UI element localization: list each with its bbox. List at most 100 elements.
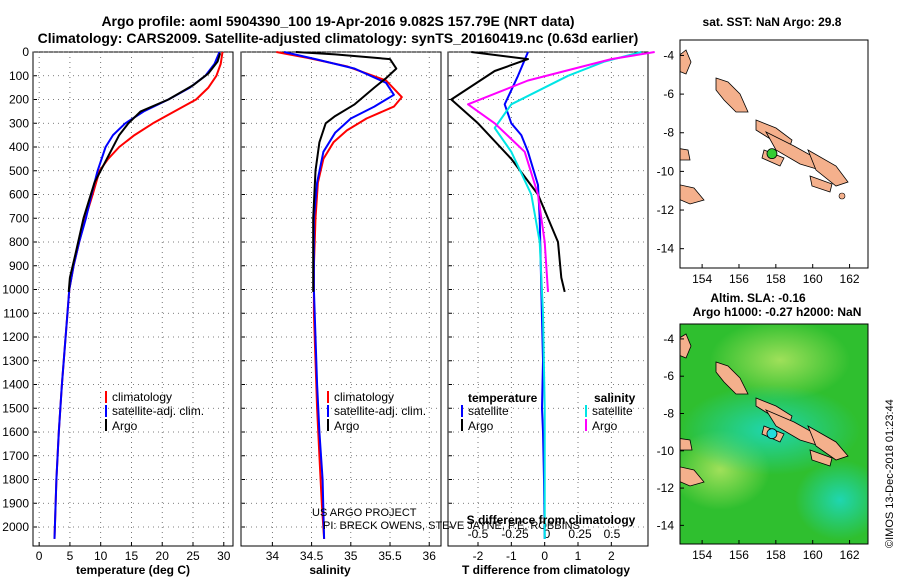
legend-argo: Argo xyxy=(334,419,360,433)
title-line-1: Argo profile: aoml 5904390_100 19-Apr-20… xyxy=(101,13,574,29)
lat-tick-label: -10 xyxy=(657,444,675,458)
legend-swatch-satellite xyxy=(327,405,329,417)
series-line-climatology xyxy=(53,51,224,539)
sla-map-frame xyxy=(679,323,869,545)
t-difference-x-axis: -2 -1 0 1 2 xyxy=(473,542,615,563)
lon-tick-label: 156 xyxy=(729,548,749,562)
salinity-lines xyxy=(276,51,403,539)
x-tick-label: 35 xyxy=(344,549,358,563)
depth-tick-label: 700 xyxy=(9,211,29,225)
depth-tick-label: 1000 xyxy=(2,283,29,297)
depth-tick-label: 1200 xyxy=(2,330,29,344)
series-line-argo xyxy=(67,52,222,292)
lat-tick-label: -14 xyxy=(657,242,675,256)
lon-tick-label: 160 xyxy=(803,272,823,286)
salinity-x-axis: 34 34.5 35 35.5 36 xyxy=(266,542,437,563)
difference-lines xyxy=(450,51,655,539)
x-tick-label: 25 xyxy=(186,549,200,563)
depth-tick-label: 800 xyxy=(9,235,29,249)
salinity-x-label: salinity xyxy=(309,563,351,577)
legend-temp-satellite: satellite xyxy=(468,404,509,418)
x-tick-label: 0 xyxy=(36,549,43,563)
x-tick-label: 10 xyxy=(94,549,108,563)
lon-tick-label: 154 xyxy=(692,272,712,286)
temperature-plot-frame xyxy=(32,51,234,547)
depth-tick-label: 1900 xyxy=(2,496,29,510)
s-difference-tick-label: 0.5 xyxy=(604,527,621,541)
legend-temp-argo: Argo xyxy=(468,419,494,433)
x-tick-label: 5 xyxy=(67,549,74,563)
island-png-tip xyxy=(680,148,691,161)
depth-tick-label: 300 xyxy=(9,116,29,130)
depth-axis: 0 100 200 300 400 500 600 700 800 900 1000 1100 1200… xyxy=(2,45,452,534)
island-makira xyxy=(838,192,846,200)
legend-satellite: satellite-adj. clim. xyxy=(334,404,426,418)
sla-map: Altim. SLA: -0.16 Argo h1000: -0.27 h200… xyxy=(657,291,869,562)
lat-tick-label: -12 xyxy=(657,203,675,217)
x-tick-label: 0 xyxy=(541,549,548,563)
sla-low-southeast xyxy=(795,460,868,540)
series-line-temperature-argo xyxy=(450,51,566,293)
lon-tick-label: 162 xyxy=(840,272,860,286)
lat-tick-label: -8 xyxy=(663,126,674,140)
sla-high-north xyxy=(710,324,850,400)
temperature-x-label: temperature (deg C) xyxy=(76,563,190,577)
sst-map: sat. SST: NaN Argo: 29.8 154 156 158 160 162… xyxy=(657,15,869,286)
temperature-grid xyxy=(33,51,233,546)
x-tick-label: 20 xyxy=(156,549,170,563)
salinity-grid xyxy=(241,51,441,546)
lat-tick-label: -12 xyxy=(657,481,675,495)
legend-swatch-sal-satellite xyxy=(585,405,587,417)
s-difference-tick-label: 0.25 xyxy=(568,527,592,541)
credit-line-1: US ARGO PROJECT xyxy=(312,507,417,519)
s-difference-tick-label: -0.5 xyxy=(468,527,489,541)
lon-tick-label: 160 xyxy=(803,548,823,562)
series-line-climatology xyxy=(276,51,403,539)
lat-tick-label: -6 xyxy=(663,87,674,101)
s-difference-label: S difference from climatology xyxy=(467,513,636,527)
sla-map-subtitle: Argo h1000: -0.27 h2000: NaN xyxy=(693,305,862,319)
depth-tick-label: 1600 xyxy=(2,425,29,439)
difference-legend: temperature satellite Argo salinity sate… xyxy=(461,391,636,433)
x-tick-label: 15 xyxy=(125,549,139,563)
island-malaita xyxy=(807,149,849,187)
depth-tick-label: 1100 xyxy=(3,306,29,320)
depth-tick-label: 1800 xyxy=(2,473,29,487)
island-new-ireland xyxy=(680,49,692,75)
island-new-ireland xyxy=(680,333,692,359)
series-line-satellite-adj-clim- xyxy=(283,51,395,539)
series-line-argo xyxy=(295,51,398,292)
x-tick-label: 34.5 xyxy=(300,549,324,563)
island-bougainville xyxy=(715,77,749,113)
legend-salinity-heading: salinity xyxy=(594,391,636,405)
temperature-lines xyxy=(53,51,224,539)
legend-swatch-argo xyxy=(327,419,329,431)
sst-map-frame xyxy=(679,39,869,269)
x-tick-label: -1 xyxy=(506,549,517,563)
depth-tick-label: 1300 xyxy=(2,354,29,368)
legend-sal-argo: Argo xyxy=(592,419,618,433)
x-tick-label: 30 xyxy=(217,549,231,563)
depth-tick-label: 2000 xyxy=(2,520,29,534)
depth-tick-label: 1500 xyxy=(2,401,29,415)
island-louisiade xyxy=(680,184,705,205)
s-difference-x-axis: -0.5 -0.25 0 0.25 0.5 xyxy=(468,527,621,541)
x-tick-label: 36 xyxy=(423,549,437,563)
argo-position-marker xyxy=(766,428,778,440)
legend-sal-satellite: satellite xyxy=(592,404,633,418)
island-png-tip xyxy=(680,438,693,451)
sst-map-title: sat. SST: NaN Argo: 29.8 xyxy=(703,15,842,29)
island-bougainville xyxy=(715,361,749,395)
sst-map-land xyxy=(680,49,849,205)
legend-argo: Argo xyxy=(112,419,138,433)
sst-map-lon-axis: 154 156 158 160 162 xyxy=(692,264,860,286)
lat-tick-label: -14 xyxy=(657,518,675,532)
legend-swatch-sal-argo xyxy=(585,419,587,431)
lat-tick-label: -6 xyxy=(663,369,674,383)
depth-tick-label: 1700 xyxy=(2,449,29,463)
lat-tick-label: -4 xyxy=(663,332,674,346)
legend-climatology: climatology xyxy=(334,390,394,404)
difference-panel: -2 -1 0 1 2 -0.5 -0.25 0 0.25 0.5 S difference f… xyxy=(447,51,655,577)
legend-swatch-climatology xyxy=(105,391,107,403)
